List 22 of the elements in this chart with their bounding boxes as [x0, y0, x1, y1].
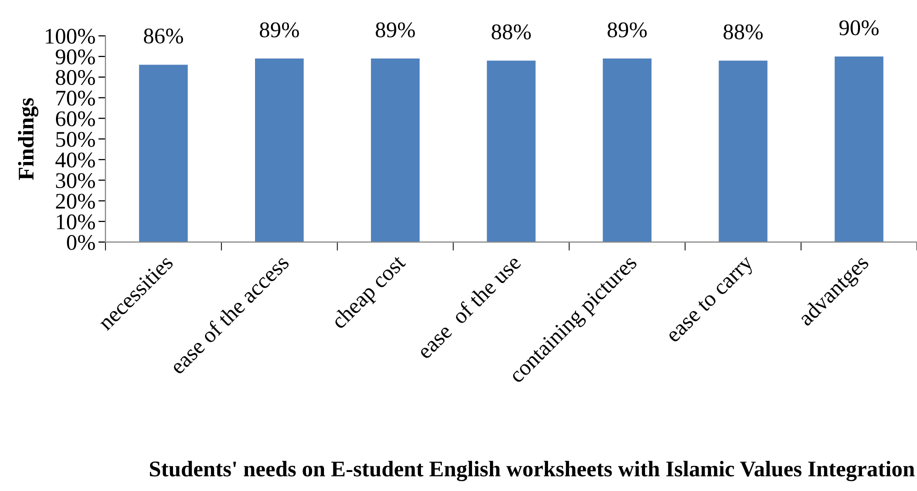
y-tick-label: 70%	[56, 90, 95, 106]
x-tick-label: ease of the use	[416, 254, 522, 360]
data-label: 88%	[724, 24, 763, 40]
data-label: 89%	[260, 22, 299, 38]
y-tick-label: 10%	[56, 214, 95, 230]
y-tick-label: 60%	[56, 111, 95, 126]
y-axis-title: Findings	[18, 98, 38, 180]
y-tick-label: 100%	[46, 28, 95, 44]
x-axis-title: Students' needs on E-student English worksheets with Islamic Values Integration	[150, 460, 915, 482]
data-label: 86%	[144, 28, 184, 44]
y-tick-label: 30%	[56, 173, 95, 188]
y-tick-label: 20%	[56, 194, 95, 209]
y-tick-label: 90%	[56, 49, 95, 64]
data-label: 90%	[839, 20, 879, 36]
y-tick-label: 50%	[56, 132, 95, 147]
x-tick-label: ease to carry	[666, 255, 758, 346]
data-label: 88%	[492, 24, 531, 40]
y-tick-label: 80%	[56, 70, 95, 86]
data-label: 89%	[608, 22, 647, 38]
y-tick-label: 0%	[66, 234, 95, 250]
y-tick-label: 40%	[55, 152, 95, 168]
data-label: 89%	[376, 22, 415, 38]
